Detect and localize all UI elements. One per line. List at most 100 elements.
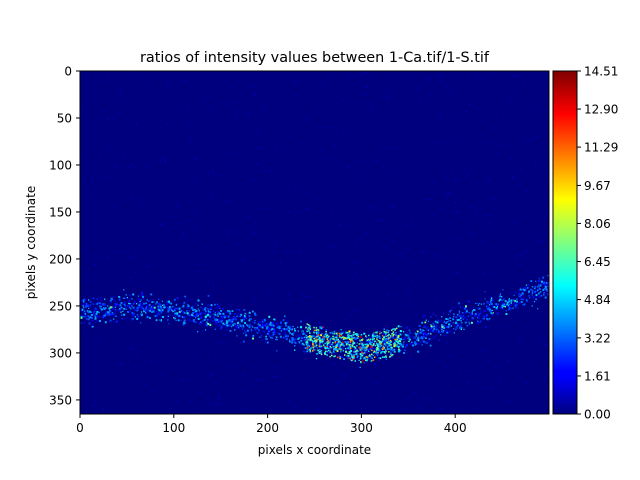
heatmap-cell bbox=[373, 350, 376, 353]
heatmap-cell bbox=[278, 333, 281, 335]
heatmap-cell bbox=[312, 340, 315, 343]
heatmap-cell bbox=[248, 324, 251, 326]
heatmap-cell bbox=[305, 344, 307, 346]
heatmap-cell bbox=[455, 351, 457, 353]
heatmap-cell bbox=[83, 312, 85, 314]
heatmap-cell bbox=[348, 352, 351, 355]
heatmap-cell bbox=[337, 332, 339, 334]
heatmap-cell bbox=[149, 307, 152, 309]
heatmap-cell bbox=[286, 212, 288, 214]
heatmap-cell bbox=[417, 339, 419, 341]
heatmap-cell bbox=[326, 338, 329, 340]
heatmap-cell bbox=[408, 248, 410, 250]
heatmap-cell bbox=[405, 346, 407, 348]
heatmap-cell bbox=[372, 359, 374, 361]
heatmap-cell bbox=[492, 197, 494, 199]
heatmap-cell bbox=[360, 334, 363, 336]
heatmap-cell bbox=[376, 338, 378, 340]
heatmap-cell bbox=[395, 334, 397, 336]
heatmap-cell bbox=[293, 406, 295, 408]
heatmap-cell bbox=[169, 395, 171, 397]
heatmap-cell bbox=[231, 229, 233, 230]
heatmap-cell bbox=[297, 338, 300, 340]
heatmap-cell bbox=[480, 312, 482, 314]
heatmap-cell bbox=[125, 294, 127, 296]
heatmap-cell bbox=[200, 306, 202, 308]
heatmap-cell bbox=[386, 137, 388, 139]
heatmap-cell bbox=[518, 295, 520, 297]
colorbar-gradient bbox=[552, 70, 578, 415]
heatmap-cell bbox=[426, 329, 428, 331]
heatmap-cell bbox=[468, 321, 470, 323]
heatmap-cell bbox=[357, 335, 360, 338]
heatmap-cell bbox=[407, 286, 409, 288]
heatmap-cell bbox=[363, 356, 365, 359]
heatmap-cell bbox=[190, 401, 192, 402]
heatmap-cell bbox=[288, 401, 289, 403]
heatmap-cell bbox=[421, 251, 423, 253]
heatmap-cell bbox=[131, 308, 132, 310]
heatmap-cell bbox=[103, 308, 106, 310]
heatmap-cell bbox=[445, 318, 448, 320]
heatmap-cell bbox=[429, 311, 431, 313]
heatmap-cell bbox=[522, 304, 524, 306]
heatmap-cell bbox=[136, 314, 139, 316]
heatmap-cell bbox=[205, 220, 207, 222]
heatmap-cell bbox=[255, 135, 257, 137]
heatmap-cell bbox=[256, 379, 258, 381]
heatmap-cell bbox=[306, 341, 308, 344]
heatmap-cell bbox=[434, 320, 437, 323]
heatmap-cell bbox=[167, 308, 170, 311]
heatmap-cell bbox=[213, 319, 215, 321]
heatmap-cell bbox=[340, 349, 342, 351]
heatmap-cell bbox=[82, 316, 84, 318]
heatmap-cell bbox=[121, 251, 123, 253]
heatmap-cell bbox=[238, 315, 241, 317]
heatmap-cell bbox=[125, 308, 127, 310]
heatmap-cell bbox=[194, 226, 196, 228]
heatmap-cell bbox=[181, 236, 183, 238]
heatmap-cell bbox=[202, 307, 204, 310]
heatmap-cell bbox=[107, 256, 108, 257]
heatmap-cell bbox=[211, 374, 213, 376]
heatmap-cell bbox=[442, 312, 444, 314]
heatmap-cell bbox=[276, 336, 278, 338]
heatmap-cell bbox=[304, 236, 306, 238]
heatmap-cell bbox=[143, 402, 145, 404]
heatmap-cell bbox=[83, 329, 85, 331]
heatmap-cell bbox=[523, 298, 525, 300]
heatmap-cell bbox=[396, 341, 398, 343]
heatmap-cell bbox=[333, 355, 335, 357]
heatmap-cell bbox=[84, 315, 87, 318]
heatmap-cell bbox=[160, 319, 162, 321]
heatmap-cell bbox=[184, 322, 187, 324]
heatmap-cell bbox=[210, 373, 212, 375]
heatmap-cell bbox=[540, 291, 542, 293]
heatmap-cell bbox=[170, 302, 173, 305]
heatmap-cell bbox=[92, 297, 95, 300]
heatmap-cell bbox=[425, 274, 426, 276]
heatmap-cell bbox=[372, 343, 375, 346]
heatmap-cell bbox=[428, 338, 431, 340]
heatmap-cell bbox=[466, 309, 468, 312]
heatmap-cell bbox=[455, 179, 457, 181]
heatmap-cell bbox=[355, 245, 357, 247]
heatmap-cell bbox=[236, 243, 238, 245]
heatmap-cell bbox=[371, 353, 373, 356]
heatmap-cell bbox=[133, 387, 135, 389]
heatmap-cell bbox=[546, 282, 548, 285]
heatmap-cell bbox=[150, 308, 152, 310]
heatmap-cell bbox=[495, 163, 497, 165]
heatmap-cell bbox=[196, 159, 198, 161]
heatmap-cell bbox=[300, 339, 303, 342]
heatmap-cell bbox=[99, 297, 102, 299]
heatmap-cell bbox=[390, 352, 392, 354]
heatmap-cell bbox=[317, 350, 319, 352]
heatmap-cell bbox=[325, 302, 327, 304]
heatmap-cell bbox=[266, 259, 268, 261]
heatmap-cell bbox=[254, 312, 256, 315]
heatmap-cell bbox=[261, 380, 263, 382]
heatmap-cell bbox=[338, 334, 341, 337]
heatmap-cell bbox=[356, 178, 358, 180]
heatmap-cell bbox=[104, 304, 106, 306]
